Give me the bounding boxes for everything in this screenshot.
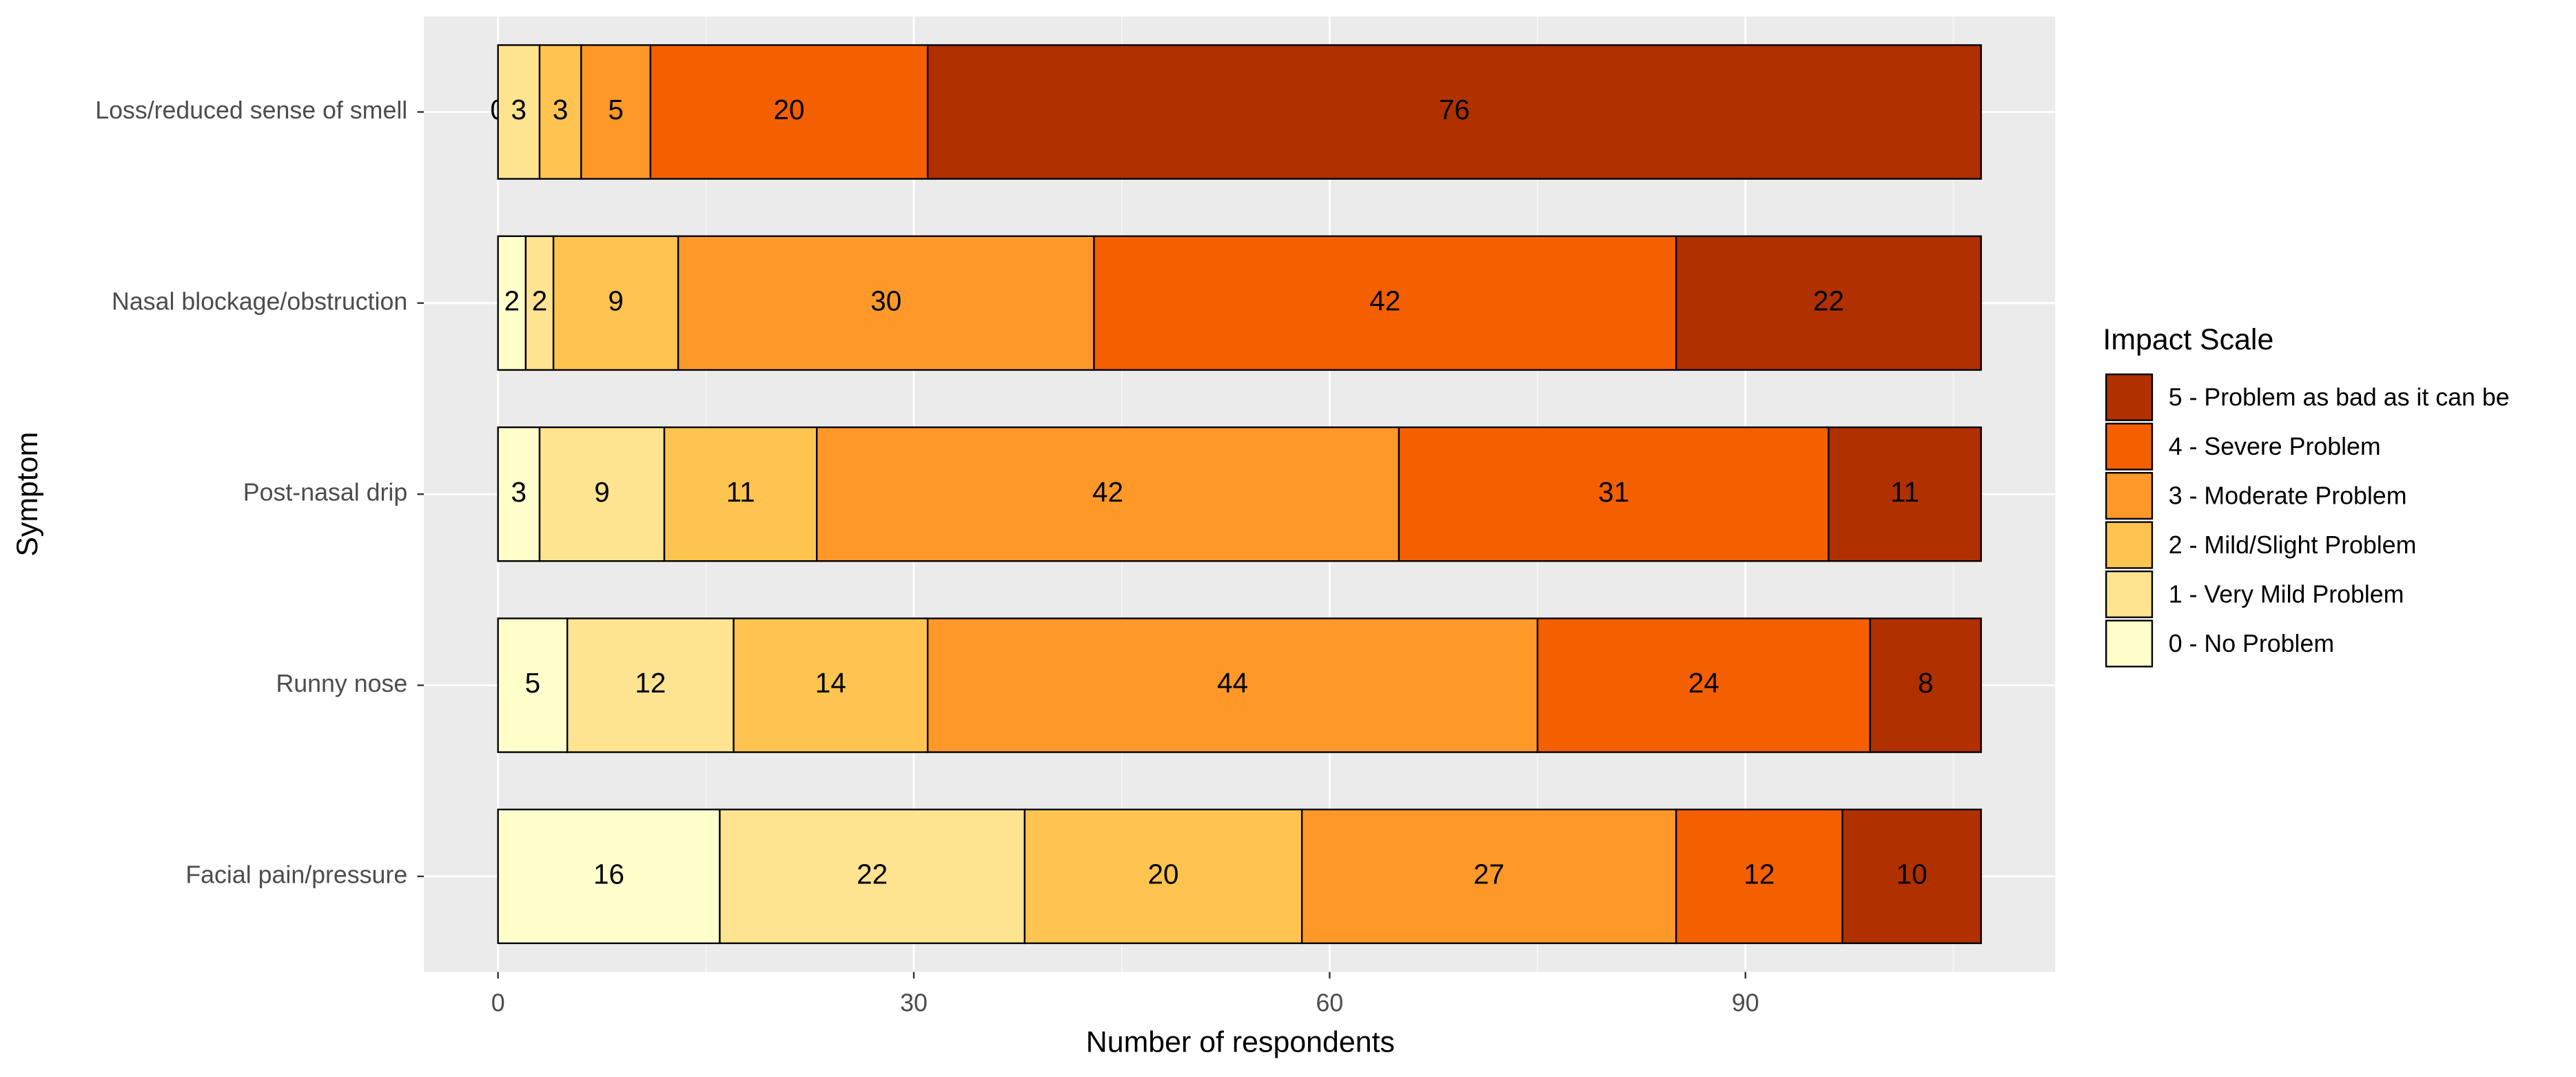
x-tick-label: 30 — [900, 989, 928, 1017]
bar-segment — [552, 235, 679, 371]
legend-label: 4 - Severe Problem — [2169, 433, 2381, 460]
data-label: 11 — [726, 476, 755, 508]
x-axis-title: Number of respondents — [1086, 1026, 1395, 1059]
x-tick-label: 90 — [1732, 989, 1759, 1017]
y-axis-title: Symptom — [11, 432, 44, 557]
legend-label: 2 - Mild/Slight Problem — [2169, 531, 2417, 559]
data-label: 20 — [773, 94, 804, 125]
y-tick-label: Nasal blockage/obstruction — [112, 287, 407, 315]
data-label: 76 — [1439, 94, 1470, 125]
data-label: 42 — [1369, 285, 1400, 317]
bar-segment — [1869, 617, 1982, 753]
data-label: 12 — [1744, 859, 1775, 890]
bar-segment — [1841, 808, 1982, 945]
x-tick-label: 0 — [491, 989, 505, 1017]
bar-segment — [733, 617, 929, 753]
legend-label: 3 - Moderate Problem — [2169, 482, 2407, 509]
bar-segment — [538, 426, 666, 562]
bar-segment — [649, 44, 929, 180]
data-label: 10 — [1897, 859, 1928, 890]
bar-segment — [1675, 235, 1982, 371]
data-label: 2 — [504, 285, 520, 317]
legend-label: 1 - Very Mild Problem — [2169, 580, 2404, 608]
data-label: 3 — [511, 94, 527, 125]
data-label: 5 — [525, 667, 541, 699]
bar-segment — [497, 617, 569, 753]
bar-segment — [663, 426, 818, 562]
data-label: 27 — [1473, 859, 1504, 890]
bar-segment — [719, 808, 1026, 945]
y-tick-label: Facial pain/pressure — [185, 861, 407, 888]
legend-label: 0 - No Problem — [2169, 630, 2334, 657]
legend-swatch — [2105, 373, 2154, 422]
data-label: 22 — [1813, 285, 1844, 317]
bar-segment — [926, 44, 1982, 180]
data-label: 5 — [608, 94, 624, 125]
bar-segment — [566, 617, 735, 753]
bar-segment — [1093, 235, 1677, 371]
data-label: 14 — [815, 667, 846, 699]
bar-segment — [1398, 426, 1830, 562]
legend-swatch — [2105, 422, 2154, 471]
y-tick-label: Post-nasal drip — [243, 479, 407, 506]
legend-title: Impact Scale — [2103, 323, 2273, 356]
x-tick-label: 60 — [1316, 989, 1344, 1017]
bar-segment — [497, 235, 527, 371]
data-label: 22 — [857, 859, 888, 890]
data-label: 8 — [1918, 667, 1934, 699]
data-label: 9 — [608, 285, 624, 317]
data-label: 44 — [1217, 667, 1248, 699]
y-tick-label: Loss/reduced sense of smell — [95, 96, 407, 124]
data-label: 31 — [1598, 476, 1629, 508]
legend-label: 5 - Problem as bad as it can be — [2169, 383, 2510, 411]
bar-segment — [677, 235, 1095, 371]
data-label: 20 — [1148, 859, 1179, 890]
data-label: 24 — [1688, 667, 1719, 699]
legend-swatch — [2105, 619, 2154, 668]
data-label: 11 — [1890, 476, 1919, 508]
bar-segment — [1300, 808, 1677, 945]
data-label: 16 — [593, 859, 624, 890]
data-label: 42 — [1092, 476, 1123, 508]
legend-swatch — [2105, 472, 2154, 520]
legend-swatch — [2105, 570, 2154, 619]
data-label: 9 — [594, 476, 610, 508]
data-label: 2 — [532, 285, 548, 317]
data-label: 3 — [553, 94, 569, 125]
legend-swatch — [2105, 521, 2154, 569]
bar-segment — [816, 426, 1400, 562]
y-tick-label: Runny nose — [276, 670, 407, 697]
data-label: 12 — [635, 667, 666, 699]
bar-segment — [1828, 426, 1982, 562]
data-label: 3 — [511, 476, 527, 508]
bar-segment — [926, 617, 1539, 753]
bar-segment — [1536, 617, 1871, 753]
bar-segment — [538, 44, 582, 180]
bar-segment — [497, 808, 721, 945]
data-label: 30 — [870, 285, 901, 317]
